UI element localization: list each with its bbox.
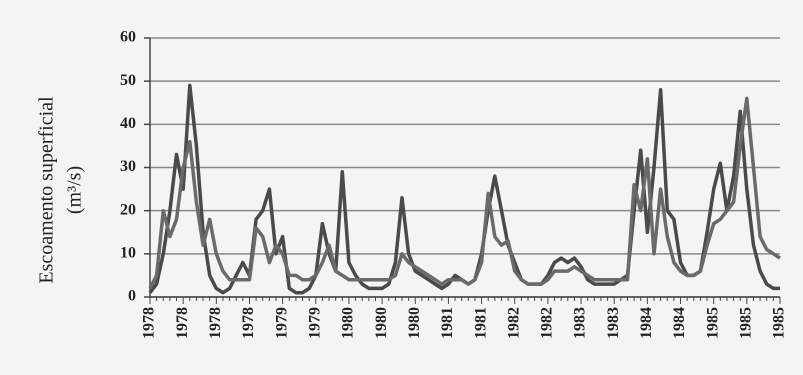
x-tick-label: 1978 bbox=[207, 307, 224, 339]
x-tick-label: 1978 bbox=[174, 307, 191, 339]
x-tick-label: 1980 bbox=[373, 307, 390, 339]
x-tick-label: 1985 bbox=[704, 307, 721, 339]
x-tick-label: 1978 bbox=[240, 307, 257, 339]
y-label: Escoamento superficial (m³/s) bbox=[36, 96, 86, 284]
series-line bbox=[148, 96, 781, 290]
x-tick-label: 1980 bbox=[406, 307, 423, 339]
y-tick-label: 30 bbox=[120, 158, 136, 175]
y-tick-label: 20 bbox=[120, 201, 136, 218]
x-tick-label: 1982 bbox=[505, 307, 522, 339]
y-tick-label: 50 bbox=[120, 72, 136, 89]
series-line bbox=[148, 83, 780, 295]
y-tick-label: 60 bbox=[120, 29, 136, 46]
x-tick-label: 1980 bbox=[340, 307, 357, 339]
x-tick-label: 1983 bbox=[572, 307, 589, 339]
y-tick-label: 0 bbox=[128, 288, 136, 305]
x-tick-label: 1984 bbox=[638, 307, 655, 339]
y-label-line: (m³/s) bbox=[64, 166, 86, 214]
y-label-line: Escoamento superficial bbox=[36, 96, 58, 284]
x-tick-label: 1978 bbox=[141, 307, 158, 339]
x-tick-label: 1981 bbox=[439, 307, 456, 339]
x-tick-label: 1985 bbox=[738, 307, 755, 339]
x-tick-label: 1984 bbox=[671, 307, 688, 339]
x-tick-label: 1979 bbox=[306, 307, 323, 339]
y-tick-label: 10 bbox=[120, 245, 136, 262]
x-tick-label: 1981 bbox=[472, 307, 489, 339]
y-tick-label: 40 bbox=[120, 115, 136, 132]
x-tick-label: 1985 bbox=[771, 307, 788, 339]
x-tick-label: 1983 bbox=[605, 307, 622, 339]
x-tick-label: 1982 bbox=[539, 307, 556, 339]
x-tick-label: 1979 bbox=[273, 307, 290, 339]
